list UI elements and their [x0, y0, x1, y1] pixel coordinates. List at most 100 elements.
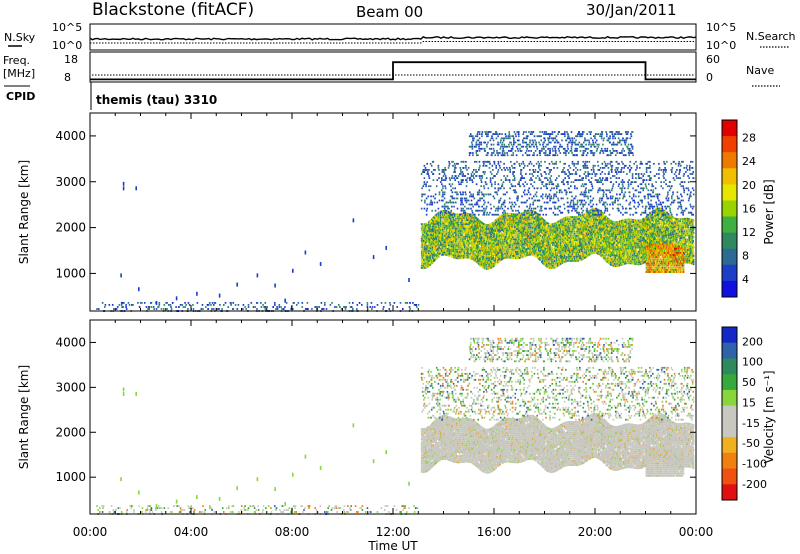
power-data-cell	[431, 245, 433, 247]
power-data-cell	[575, 241, 578, 244]
power-data-cell	[565, 254, 567, 257]
power-data-cell	[476, 242, 478, 245]
power-data-cell	[455, 240, 457, 243]
power-data-cell	[423, 246, 425, 249]
power-data-cell	[456, 238, 459, 241]
power-data-cell	[439, 214, 442, 217]
power-data-cell	[468, 242, 471, 244]
power-data-cell	[429, 250, 432, 253]
power-data-cell	[459, 236, 462, 239]
power-data-cell	[466, 227, 468, 230]
power-data-cell	[453, 242, 455, 244]
nsearch-label: N.Search	[746, 30, 796, 43]
power-data-cell	[448, 250, 451, 253]
power-data-cell	[442, 230, 444, 233]
freq-label: Freq.	[3, 54, 30, 67]
power-data-cell	[458, 249, 461, 251]
power-data-cell	[424, 231, 426, 234]
power-data-cell	[442, 224, 445, 227]
power-data-cell	[456, 230, 458, 232]
power-data-cell	[452, 235, 455, 238]
power-data-cell	[429, 261, 431, 264]
power-data-cell	[442, 253, 444, 256]
nsky-panel: N.Sky 10^5 10^0 10^5 10^0 N.Search	[4, 21, 796, 52]
power-data-cell	[448, 217, 451, 220]
power-data-cell	[443, 251, 446, 254]
date-title: 30/Jan/2011	[586, 1, 677, 19]
power-data-cell	[430, 231, 432, 234]
power-data-cell	[470, 228, 473, 231]
power-data-cell	[467, 235, 470, 238]
power-data-cell	[458, 255, 460, 258]
power-data-cell	[485, 232, 487, 235]
power-data-cell	[567, 220, 570, 223]
power-data-cell	[443, 241, 446, 243]
power-data-cell	[438, 224, 440, 226]
power-data-cell	[429, 263, 432, 266]
power-data-cell	[453, 221, 455, 224]
nsky-tick-top: 10^5	[52, 21, 82, 34]
power-data-cell	[425, 243, 428, 246]
power-data-cell	[448, 227, 451, 230]
power-data-cell	[447, 233, 449, 236]
power-data-cell	[420, 248, 423, 250]
power-data-cell	[453, 215, 456, 217]
nave-tick-top: 60	[706, 53, 720, 66]
power-data-cell	[433, 258, 435, 260]
power-data-cell	[442, 228, 444, 231]
power-data-cell	[456, 240, 458, 243]
power-data-cell	[459, 228, 462, 230]
power-data-cell	[531, 220, 533, 223]
power-data-cell	[464, 237, 467, 240]
power-data-cell	[451, 251, 453, 254]
power-data-cell	[467, 233, 469, 236]
power-data-cell	[504, 236, 507, 238]
power-data-cell	[428, 245, 431, 248]
power-data-cell	[455, 244, 458, 247]
power-data-cell	[465, 242, 467, 244]
power-data-cell	[447, 227, 449, 230]
power-data-cell	[438, 218, 440, 220]
power-data-cell	[520, 237, 523, 240]
power-data-cell	[451, 245, 453, 248]
power-data-cell	[463, 238, 465, 240]
power-data-cell	[470, 232, 473, 235]
power-data-cell	[455, 217, 457, 220]
power-data-cell	[420, 264, 423, 267]
power-data-cell	[443, 226, 446, 229]
power-data-cell	[526, 250, 529, 252]
power-data-cell	[428, 254, 431, 256]
power-data-cell	[442, 241, 444, 244]
power-data-cell	[433, 219, 436, 222]
power-data-cell	[468, 225, 471, 228]
cpid-value: themis (tau) 3310	[96, 93, 217, 107]
nsearch-tick-bottom: 10^0	[706, 39, 736, 52]
power-data-cell	[444, 224, 446, 227]
power-data-cell	[423, 242, 425, 244]
power-data-cell	[485, 257, 488, 260]
power-data-cell	[469, 221, 472, 224]
power-data-cell	[445, 245, 448, 248]
power-data-cell	[423, 260, 425, 263]
power-data-cell	[430, 233, 432, 236]
power-data-cell	[424, 235, 426, 238]
power-data-cell	[439, 239, 442, 242]
power-data-cell	[473, 242, 476, 245]
power-data-cell	[462, 227, 465, 230]
power-data-cell	[432, 219, 434, 222]
power-data-cell	[436, 242, 439, 244]
power-data-cell	[464, 225, 467, 228]
power-data-cell	[430, 258, 433, 260]
power-data-cell	[472, 241, 474, 244]
power-data-cell	[473, 229, 475, 232]
power-data-cell	[432, 225, 435, 227]
cpid-row: CPID themis (tau) 3310	[4, 82, 217, 110]
power-data-cell	[435, 226, 438, 228]
power-data-cell	[456, 246, 459, 249]
power-data-cell	[516, 217, 519, 220]
power-data-cell	[452, 225, 455, 228]
power-data-cell	[446, 239, 448, 242]
power-data-cell	[456, 249, 459, 251]
power-data-cell	[439, 229, 442, 232]
